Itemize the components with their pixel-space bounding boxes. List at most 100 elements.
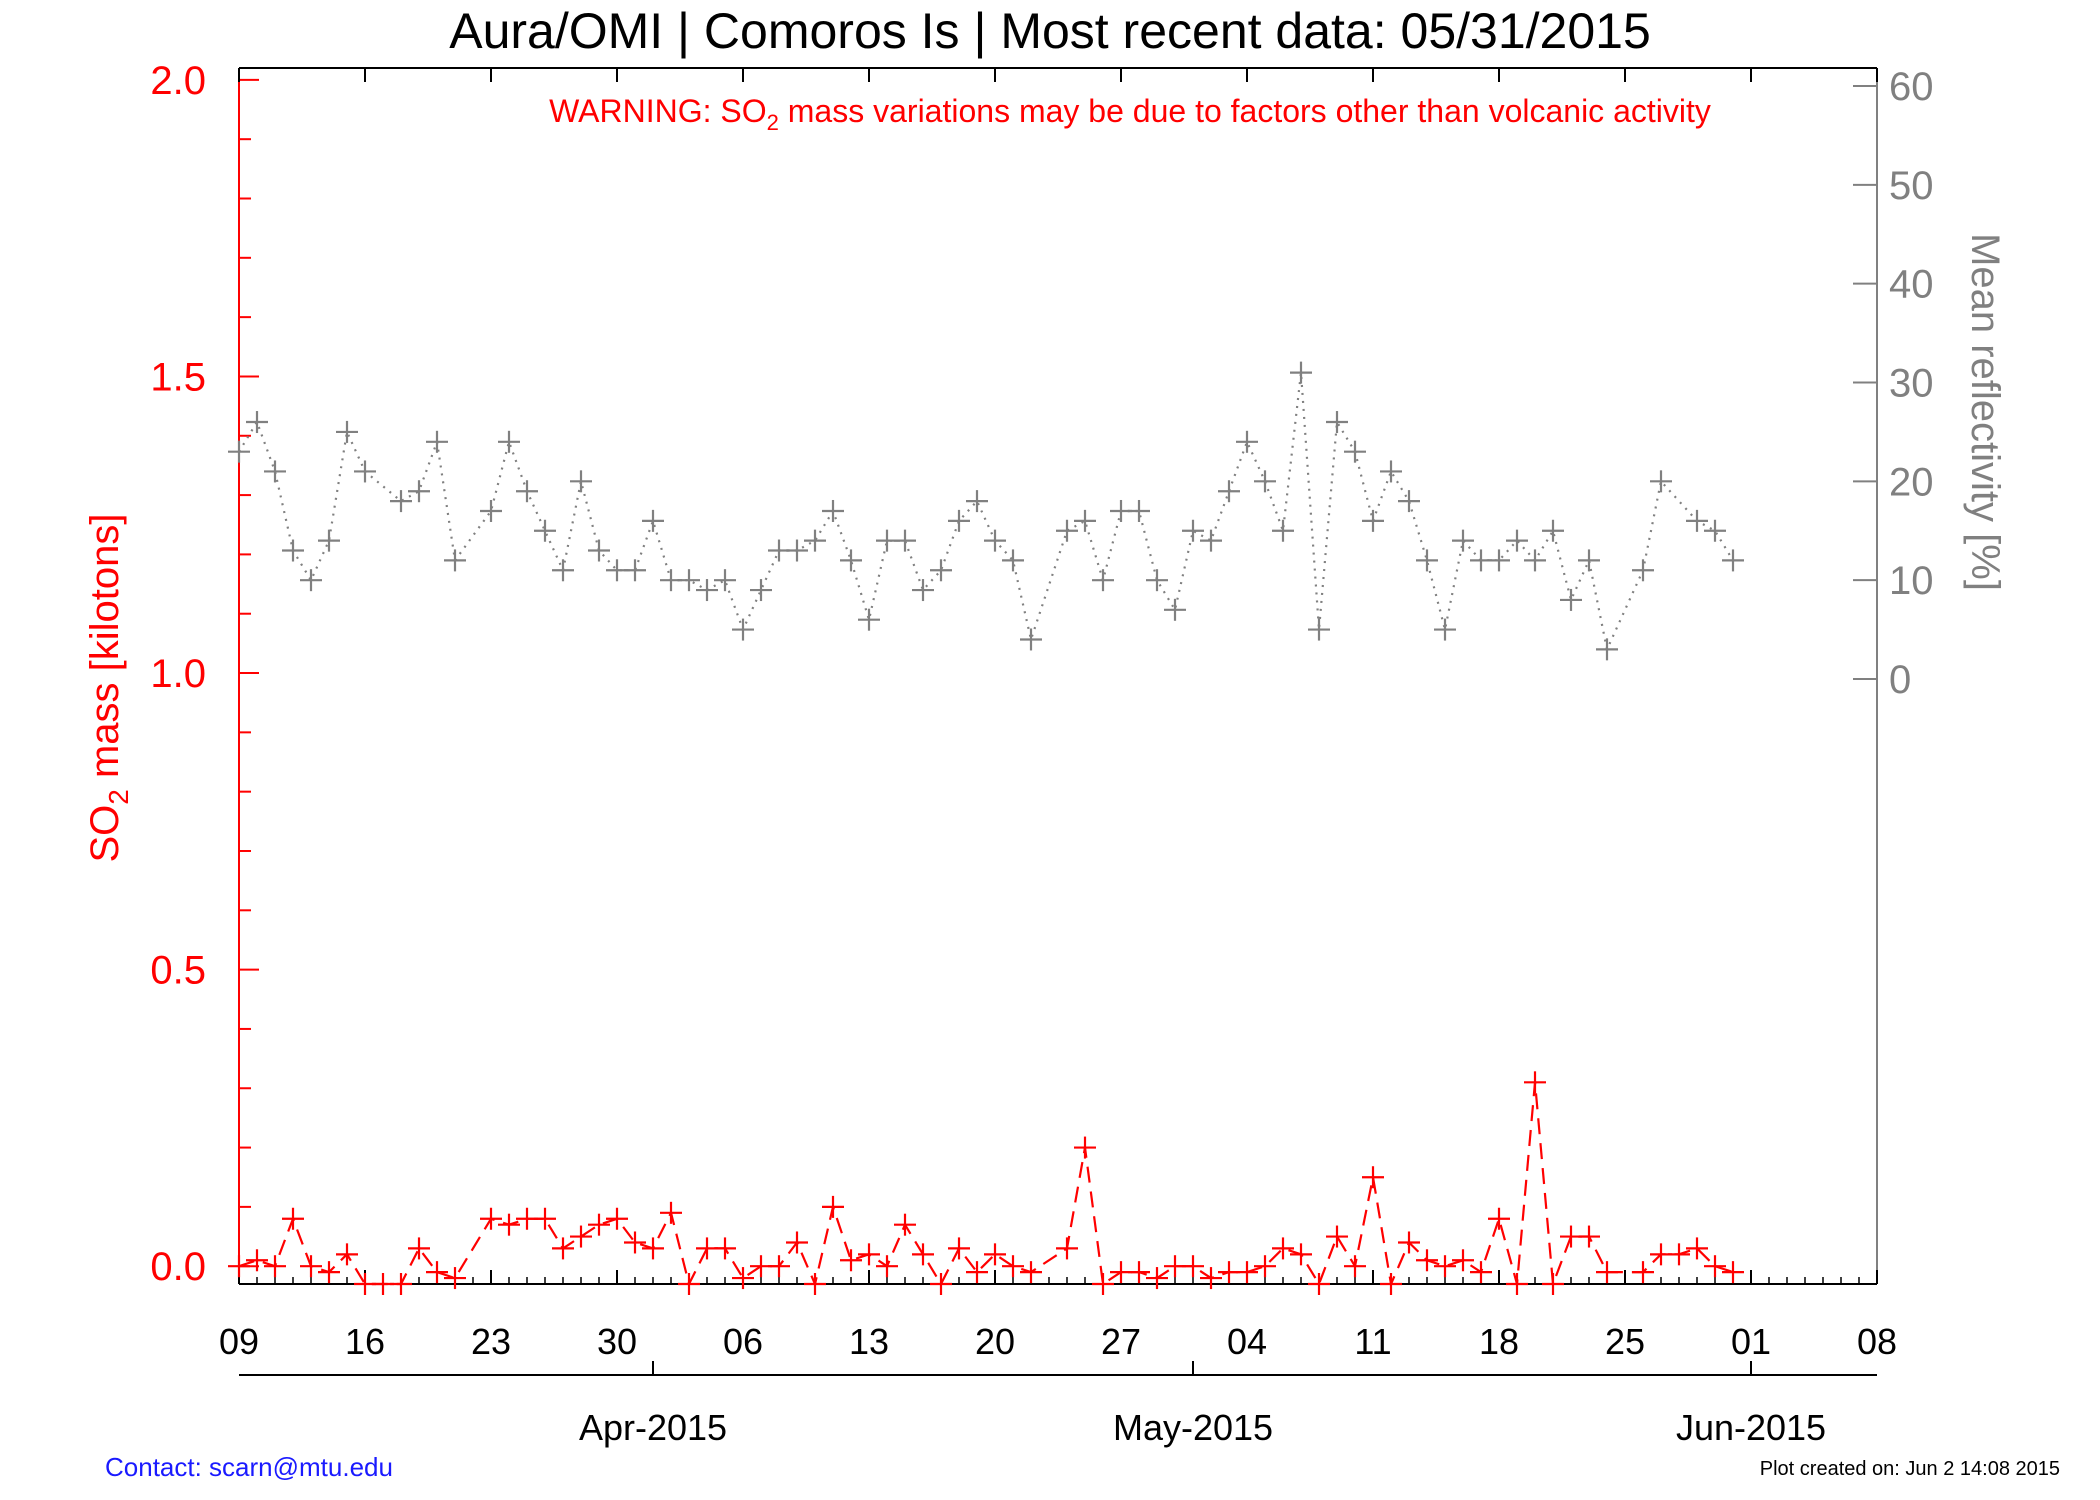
reflectivity-point	[1056, 519, 1078, 542]
reflectivity-point	[1506, 529, 1528, 552]
reflectivity-point	[1488, 549, 1510, 572]
so2-point	[1506, 1273, 1528, 1295]
so2-point	[642, 1237, 664, 1260]
x-tick-label: 11	[1354, 1321, 1391, 1362]
reflectivity-point	[300, 569, 322, 592]
so2-point	[1002, 1255, 1024, 1278]
reflectivity-point	[480, 499, 502, 522]
reflectivity-point	[1650, 470, 1672, 493]
so2-point	[246, 1249, 268, 1272]
so2-point	[318, 1261, 340, 1284]
so2-point	[606, 1207, 628, 1230]
so2-point	[1524, 1071, 1546, 1094]
x-tick-label: 27	[1101, 1321, 1141, 1362]
warning-prefix: WARNING: SO	[549, 93, 766, 129]
reflectivity-point	[1344, 440, 1366, 463]
reflectivity-point	[1686, 509, 1708, 532]
reflectivity-point	[1254, 470, 1276, 493]
x-tick-label: 09	[219, 1321, 259, 1362]
y-right-tick-label: 40	[1889, 263, 1934, 307]
so2-point	[426, 1261, 448, 1284]
y-right-tick-label: 0	[1889, 658, 1911, 702]
so2-point	[966, 1261, 988, 1284]
reflectivity-point	[1722, 549, 1744, 572]
so2-point	[1542, 1273, 1564, 1295]
reflectivity-point	[444, 549, 466, 572]
so2-point	[282, 1207, 304, 1230]
x-tick-label: 23	[471, 1321, 511, 1362]
so2-point	[1128, 1261, 1150, 1284]
so2-point	[1470, 1261, 1492, 1284]
reflectivity-series	[228, 361, 1744, 661]
warning-text: WARNING: SO2 mass variations may be due …	[549, 93, 1711, 135]
x-tick-label: 18	[1479, 1321, 1519, 1362]
reflectivity-point	[1326, 411, 1348, 434]
so2-point	[732, 1267, 754, 1290]
so2-point	[822, 1195, 844, 1218]
reflectivity-point	[1596, 638, 1618, 661]
so2-point	[1452, 1249, 1474, 1272]
so2-point	[660, 1201, 682, 1224]
reflectivity-point	[1020, 628, 1042, 651]
reflectivity-point	[786, 539, 808, 562]
reflectivity-point	[1398, 490, 1420, 513]
x-tick-label: 04	[1227, 1321, 1267, 1362]
reflectivity-point	[1524, 549, 1546, 572]
x-tick-label: 01	[1731, 1321, 1771, 1362]
so2-point	[1632, 1261, 1654, 1284]
reflectivity-point	[426, 430, 448, 453]
y-right-tick-label: 30	[1889, 362, 1934, 406]
y-right-tick-label: 50	[1889, 164, 1934, 208]
so2-point	[1272, 1237, 1294, 1260]
so2-point	[1092, 1273, 1114, 1295]
reflectivity-point	[588, 539, 610, 562]
so2-point	[840, 1249, 862, 1272]
so2-point	[1200, 1267, 1222, 1290]
so2-point	[1488, 1207, 1510, 1230]
reflectivity-point	[696, 579, 718, 602]
so2-point	[552, 1237, 574, 1260]
x-tick-label: 08	[1857, 1321, 1897, 1362]
reflectivity-point	[624, 559, 646, 582]
so2-point	[1326, 1225, 1348, 1248]
reflectivity-point	[1002, 549, 1024, 572]
reflectivity-point	[822, 499, 844, 522]
so2-point	[624, 1231, 646, 1254]
reflectivity-point	[498, 430, 520, 453]
so2-point	[1398, 1231, 1420, 1254]
so2-point	[912, 1243, 934, 1266]
y-left-tick-label: 1.0	[150, 652, 206, 696]
so2-point	[1182, 1255, 1204, 1278]
so2-point	[858, 1243, 880, 1266]
reflectivity-point	[984, 529, 1006, 552]
reflectivity-point	[1308, 618, 1330, 641]
reflectivity-point	[1632, 559, 1654, 582]
reflectivity-point	[1164, 598, 1186, 621]
warning-subscript: 2	[767, 110, 779, 135]
reflectivity-point	[714, 569, 736, 592]
so2-point	[930, 1273, 952, 1295]
so2-point	[588, 1213, 610, 1236]
so2-point	[1416, 1249, 1438, 1272]
reflectivity-point	[354, 460, 376, 483]
y-left-label-suffix: mass [kilotons]	[83, 513, 127, 789]
reflectivity-point	[336, 420, 358, 443]
reflectivity-point	[1182, 519, 1204, 542]
reflectivity-point	[1434, 618, 1456, 641]
reflectivity-point	[552, 559, 574, 582]
so2-point	[786, 1231, 808, 1254]
reflectivity-point	[858, 608, 880, 631]
so2-point	[1254, 1255, 1276, 1278]
so2-point	[264, 1255, 286, 1278]
y-left-axis-label: SO2 mass [kilotons]	[83, 513, 134, 862]
so2-point	[228, 1255, 250, 1278]
so2-point	[1308, 1273, 1330, 1295]
reflectivity-point	[1416, 549, 1438, 572]
reflectivity-point	[390, 490, 412, 513]
chart-title: Aura/OMI | Comoros Is | Most recent data…	[449, 3, 1651, 59]
y-right-tick-label: 60	[1889, 65, 1934, 109]
reflectivity-point	[840, 549, 862, 572]
so2-point	[1578, 1225, 1600, 1248]
reflectivity-line	[238, 372, 1734, 653]
